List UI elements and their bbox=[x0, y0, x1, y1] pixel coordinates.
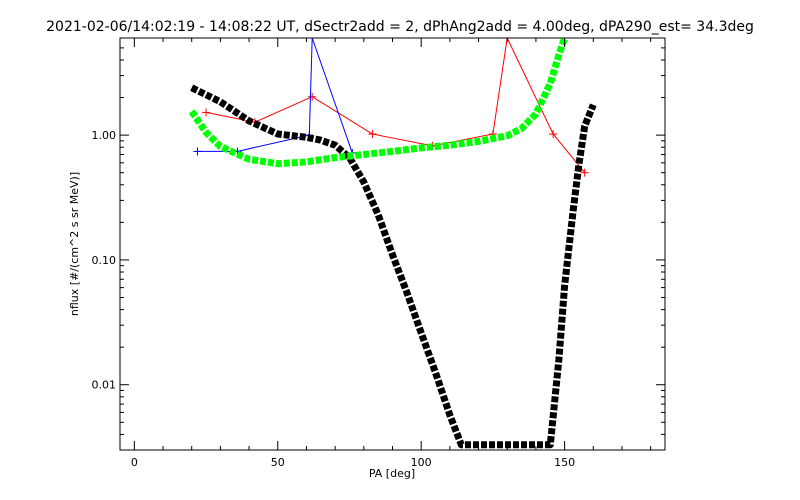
series-line-2 bbox=[190, 84, 597, 449]
series-line-3 bbox=[188, 36, 568, 168]
x-tick-label: 0 bbox=[131, 456, 138, 469]
x-tick-label: 150 bbox=[554, 456, 575, 469]
y-tick-label: 0.01 bbox=[92, 379, 117, 392]
y-axis-label: nflux [#/(cm^2 s sr MeV)] bbox=[68, 172, 81, 316]
series-layer bbox=[188, 36, 597, 449]
x-tick-label: 50 bbox=[271, 456, 285, 469]
y-tick-label: 1.00 bbox=[92, 129, 117, 142]
y-tick-label: 0.10 bbox=[92, 254, 117, 267]
plot-frame bbox=[119, 37, 666, 451]
chart-title: 2021-02-06/14:02:19 - 14:08:22 UT, dSect… bbox=[46, 19, 754, 35]
x-tick-label: 100 bbox=[411, 456, 432, 469]
tick-layer: 0 50 100 150 0.01 0.10 1.00 bbox=[92, 37, 665, 469]
x-axis-label: PA [deg] bbox=[369, 467, 415, 480]
